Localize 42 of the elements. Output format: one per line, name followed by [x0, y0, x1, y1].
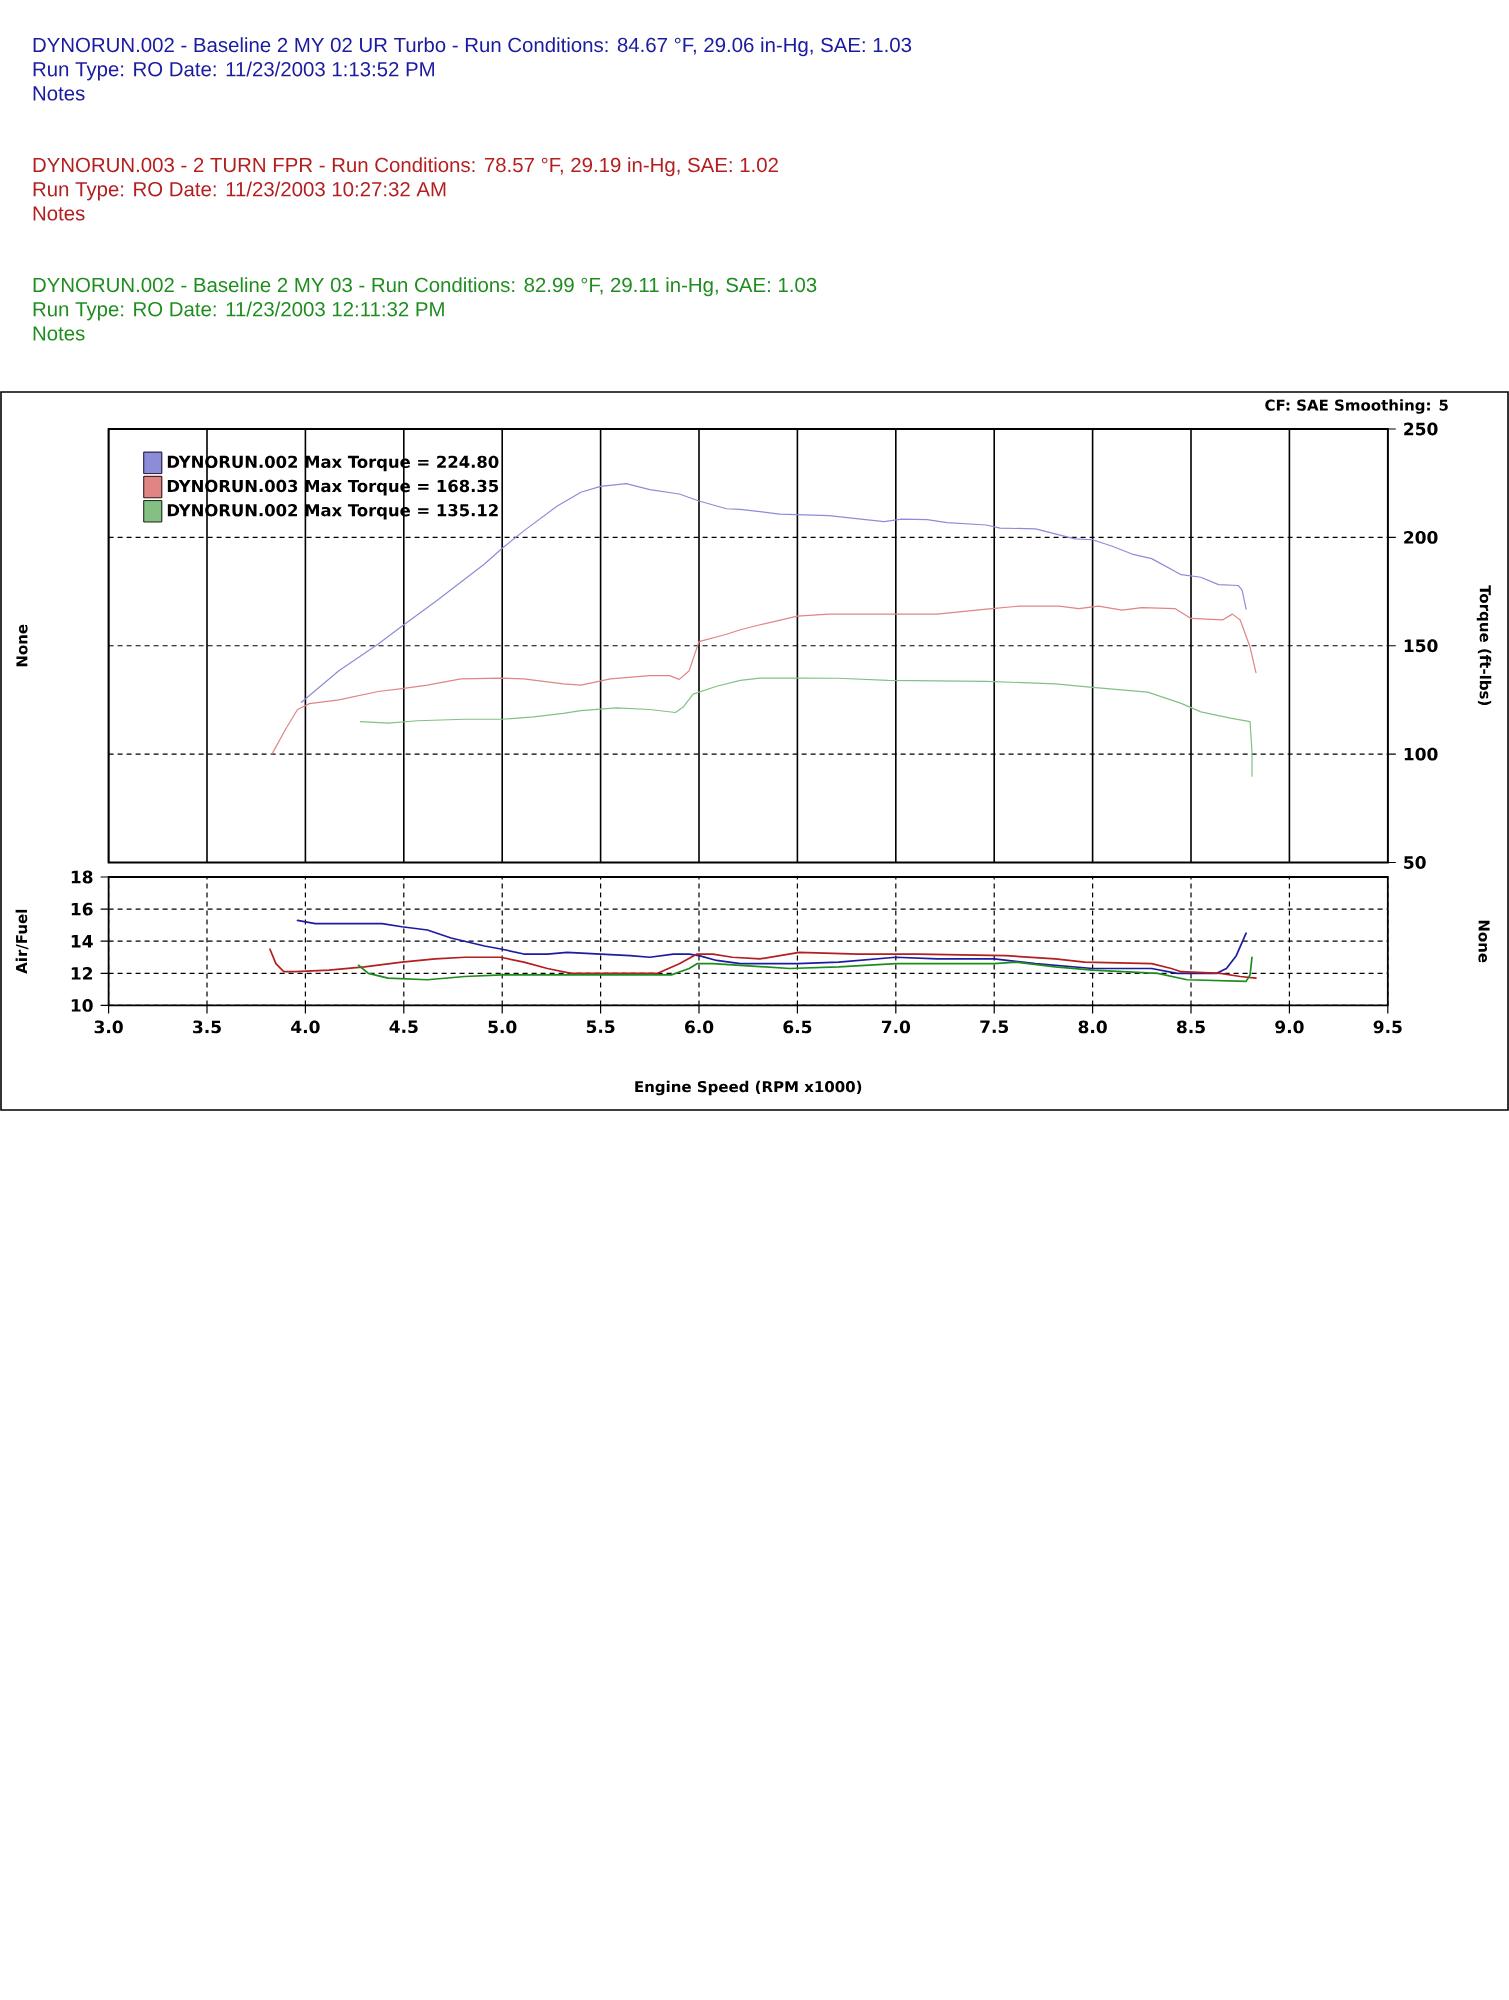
- y2-tick-label: 200: [1404, 530, 1438, 544]
- y2-axis-title: None: [1478, 920, 1490, 963]
- y2-tick-label: 50: [1404, 856, 1426, 869]
- x-tick-label: 3.5: [193, 1020, 221, 1034]
- text: Run Type: RO Date: 11/23/2003 12:11:32 PM: [33, 301, 444, 321]
- x-tick-label: 7.5: [980, 1020, 1009, 1034]
- text: Notes: [33, 206, 85, 221]
- y2-axis-title: Torque (ft-lbs): [1476, 585, 1492, 706]
- y2-tick-label: 250: [1404, 422, 1438, 436]
- y-tick-label: 10: [71, 998, 93, 1012]
- x-tick-label: 9.0: [1275, 1020, 1304, 1034]
- y-tick-label: 16: [71, 902, 93, 916]
- x-tick-label: 6.0: [685, 1020, 714, 1034]
- line-series: [359, 677, 1253, 777]
- x-axis-title: Engine Speed (RPM x1000): [635, 1080, 862, 1096]
- x-tick-label: 6.5: [783, 1020, 812, 1034]
- text: DYNORUN.002 - Baseline 2 MY 02 UR Turbo - Run Conditions: 84.67 °F, 29.06 in-Hg, SAE: 1.03: [33, 37, 912, 57]
- y-tick-label: 18: [71, 870, 93, 884]
- y-tick-label: 14: [71, 935, 93, 948]
- y-axis-title: Air/Fuel: [15, 909, 29, 974]
- x-tick-label: 9.5: [1373, 1020, 1402, 1034]
- y2-tick-label: 150: [1404, 639, 1438, 653]
- y-tick-label: 12: [71, 967, 93, 980]
- x-tick-label: 8.5: [1176, 1020, 1205, 1034]
- y-axis-title: None: [16, 624, 28, 667]
- line-series: [269, 948, 1257, 979]
- x-tick-label: 8.0: [1078, 1020, 1107, 1034]
- text: Notes: [33, 326, 85, 341]
- x-tick-label: 5.5: [586, 1020, 615, 1034]
- text: Notes: [33, 86, 85, 101]
- x-tick-label: 5.0: [488, 1020, 517, 1034]
- y2-tick-label: 100: [1404, 747, 1438, 761]
- text: Run Type: RO Date: 11/23/2003 1:13:52 PM: [33, 61, 434, 81]
- text: DYNORUN.002 - Baseline 2 MY 03 - Run Conditions: 82.99 °F, 29.11 in-Hg, SAE: 1.03: [33, 277, 817, 297]
- x-tick-label: 3.0: [94, 1020, 123, 1034]
- text: DYNORUN.003 - 2 TURN FPR - Run Conditions: 78.57 °F, 29.19 in-Hg, SAE: 1.02: [33, 157, 778, 177]
- x-tick-label: 7.0: [881, 1020, 911, 1034]
- text: Run Type: RO Date: 11/23/2003 10:27:32 AM: [33, 181, 446, 201]
- text: CF: SAE Smoothing: 5: [1265, 399, 1448, 414]
- line-series: [296, 919, 1247, 975]
- x-tick-label: 4.0: [291, 1020, 320, 1034]
- x-tick-label: 4.5: [389, 1020, 418, 1034]
